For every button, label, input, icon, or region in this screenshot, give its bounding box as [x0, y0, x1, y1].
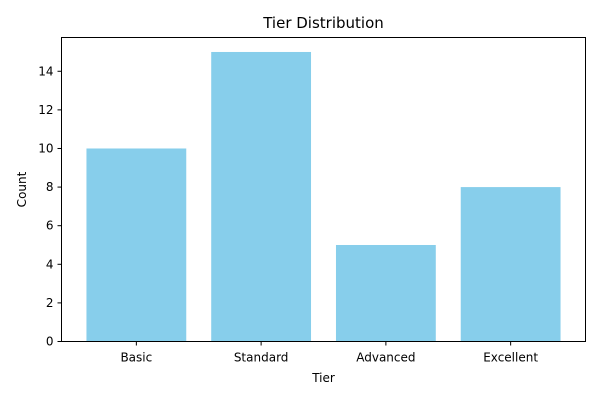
plot-frame [61, 37, 586, 342]
y-axis-ticks: 0 2 4 6 8 10 12 14 [38, 64, 62, 349]
bar-advanced [335, 244, 436, 342]
x-axis-label: Tier [311, 371, 335, 385]
bar-basic [86, 148, 187, 342]
y-tick-label: 14 [38, 64, 53, 78]
y-axis-label: Count [15, 171, 29, 207]
x-tick-label: Standard [234, 351, 289, 365]
y-tick-label: 12 [38, 103, 53, 117]
y-tick-label: 10 [38, 141, 53, 155]
x-tick-label: Advanced [356, 351, 415, 365]
chart-title: Tier Distribution [262, 14, 384, 32]
y-tick-label: 4 [46, 257, 54, 271]
x-tick-label: Basic [120, 351, 152, 365]
y-tick-label: 2 [46, 296, 54, 310]
bar-standard [211, 51, 312, 342]
bars-group [86, 51, 561, 342]
x-tick-label: Excellent [483, 351, 538, 365]
bar-excellent [460, 187, 561, 342]
y-tick-label: 0 [46, 335, 54, 349]
y-tick-label: 8 [46, 180, 54, 194]
x-axis-ticks: Basic Standard Advanced Excellent [120, 341, 538, 365]
y-tick-label: 6 [46, 219, 54, 233]
